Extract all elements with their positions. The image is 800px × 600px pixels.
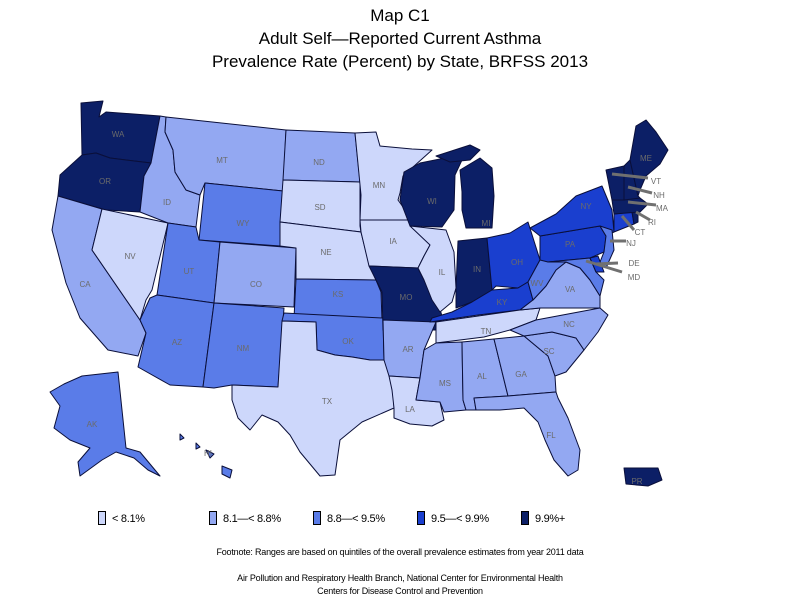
state-AK[interactable] [49,371,161,477]
state-CO[interactable] [213,241,297,308]
svg-text:CT: CT [635,228,646,237]
state-labels: WA OR CA NV ID MT WY UT CO AZ NM ND SD N… [79,130,668,486]
state-WY[interactable] [198,182,284,247]
svg-text:PR: PR [631,477,642,486]
svg-text:FL: FL [546,431,556,440]
svg-text:OK: OK [342,337,354,346]
svg-text:UT: UT [184,267,195,276]
leader-lines [585,172,657,274]
title-line-2: Adult Self—Reported Current Asthma [258,29,542,48]
svg-text:IN: IN [473,265,481,274]
legend-item-4: 9.5—< 9.9% [417,511,489,525]
svg-text:MA: MA [656,204,669,213]
svg-text:ME: ME [640,154,652,163]
svg-text:HI: HI [204,449,212,458]
svg-text:NY: NY [580,202,592,211]
svg-text:SD: SD [314,203,325,212]
legend-item-1: < 8.1% [98,511,145,525]
svg-text:DE: DE [628,259,639,268]
credit-line-2: Centers for Disease Control and Preventi… [317,586,483,596]
svg-text:SC: SC [543,347,554,356]
svg-text:WV: WV [531,279,545,288]
legend-swatch-3 [313,511,321,525]
legend-label-1: < 8.1% [112,513,145,525]
svg-text:TN: TN [481,327,492,336]
svg-text:AZ: AZ [172,338,182,347]
svg-text:ID: ID [163,198,171,207]
svg-text:RI: RI [648,218,656,227]
svg-text:ND: ND [313,158,325,167]
state-IL[interactable] [409,225,457,313]
svg-text:MI: MI [482,219,491,228]
state-FL[interactable] [473,391,581,477]
state-ND[interactable] [282,129,361,183]
svg-text:AL: AL [477,372,487,381]
legend-label-3: 8.8—< 9.5% [327,513,385,525]
svg-text:KS: KS [333,290,344,299]
svg-text:MO: MO [400,293,413,302]
svg-text:OH: OH [511,258,523,267]
svg-text:MD: MD [628,273,641,282]
svg-text:OR: OR [99,177,111,186]
svg-text:VT: VT [651,177,661,186]
state-VT[interactable] [605,165,625,201]
svg-text:LA: LA [405,405,415,414]
svg-text:NM: NM [237,344,250,353]
svg-text:AK: AK [87,420,98,429]
svg-text:MN: MN [373,181,386,190]
credit-line-1: Air Pollution and Respiratory Health Bra… [237,573,563,583]
svg-text:NJ: NJ [626,239,636,248]
svg-text:IA: IA [389,237,397,246]
state-NY[interactable] [529,185,615,237]
svg-text:NH: NH [653,191,665,200]
svg-text:IL: IL [439,268,446,277]
legend-item-2: 8.1—< 8.8% [209,511,281,525]
svg-text:NV: NV [124,252,136,261]
svg-text:WI: WI [427,197,437,206]
svg-text:VA: VA [565,285,576,294]
legend-label-5: 9.9%+ [535,513,565,525]
svg-text:NC: NC [563,320,575,329]
state-WI[interactable] [399,157,463,228]
legend-swatch-2 [209,511,217,525]
state-PR[interactable] [623,467,663,487]
svg-text:WY: WY [237,219,251,228]
svg-text:WA: WA [112,130,125,139]
title-line-1: Map C1 [370,6,430,25]
svg-text:GA: GA [515,370,527,379]
title-line-3: Prevalence Rate (Percent) by State, BRFS… [211,52,589,71]
svg-text:MT: MT [216,156,228,165]
svg-text:CA: CA [79,280,91,289]
legend-label-2: 8.1—< 8.8% [223,513,281,525]
state-NC[interactable] [509,307,609,351]
legend-item-5: 9.9%+ [521,511,565,525]
svg-text:PA: PA [565,240,576,249]
svg-text:KY: KY [497,298,508,307]
state-KS[interactable] [293,278,383,321]
legend-label-4: 9.5—< 9.9% [431,513,489,525]
svg-text:NE: NE [320,248,331,257]
legend-swatch-1 [98,511,106,525]
svg-text:MS: MS [439,379,451,388]
svg-text:CO: CO [250,280,262,289]
state-TX[interactable] [231,320,395,477]
legend-item-3: 8.8—< 9.5% [313,511,385,525]
map-title: Map C1 Adult Self—Reported Current Asthm… [0,4,800,73]
state-MI[interactable] [435,144,495,229]
svg-text:TX: TX [322,397,333,406]
svg-text:AR: AR [402,345,413,354]
footnote: Footnote: Ranges are based on quintiles … [216,547,584,557]
legend-swatch-4 [417,511,425,525]
legend: < 8.1% 8.1—< 8.8% 8.8—< 9.5% 9.5—< 9.9% … [0,511,800,531]
legend-swatch-5 [521,511,529,525]
state-CT[interactable] [613,211,635,233]
state-HI[interactable] [179,433,233,479]
